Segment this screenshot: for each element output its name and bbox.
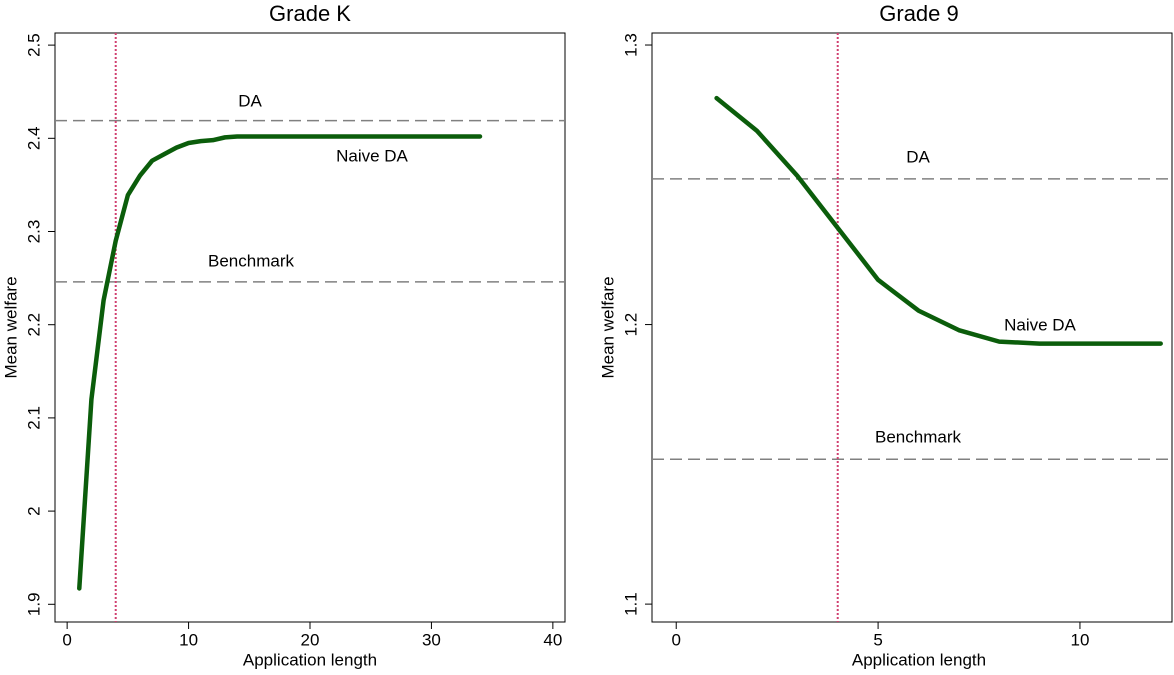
y-axis-label: Mean welfare: [1, 276, 20, 378]
y-tick-label: 1.1: [621, 592, 640, 616]
reference-label: Benchmark: [208, 251, 294, 270]
reference-label: DA: [906, 147, 930, 166]
y-tick-label: 1.9: [24, 592, 43, 616]
x-tick-label: 0: [671, 630, 680, 649]
y-tick-label: 2.4: [24, 126, 43, 150]
y-tick-label: 1.2: [621, 313, 640, 337]
y-tick-label: 2.3: [24, 220, 43, 244]
chart-title: Grade K: [269, 1, 351, 26]
x-tick-label: 0: [62, 630, 71, 649]
x-axis-label: Application length: [243, 650, 377, 669]
y-tick-label: 2.2: [24, 313, 43, 337]
x-tick-label: 30: [422, 630, 441, 649]
data-line: [714, 95, 1163, 346]
series-label: Naive DA: [1004, 315, 1076, 334]
reference-label: DA: [238, 91, 262, 110]
plot-frame: [651, 32, 1173, 623]
y-tick-label: 2.1: [24, 406, 43, 430]
y-tick-label: 1.3: [621, 33, 640, 57]
y-axis-label: Mean welfare: [598, 276, 617, 378]
y-tick-label: 2.5: [24, 33, 43, 57]
reference-label: Benchmark: [875, 427, 961, 446]
x-tick-label: 10: [1070, 630, 1089, 649]
x-tick-label: 40: [543, 630, 562, 649]
x-tick-label: 5: [873, 630, 882, 649]
x-tick-label: 10: [179, 630, 198, 649]
data-line: [77, 134, 483, 591]
x-axis-label: Application length: [852, 650, 986, 669]
x-tick-label: 20: [301, 630, 320, 649]
series-label: Naive DA: [336, 146, 408, 165]
chart-title: Grade 9: [879, 1, 959, 26]
y-tick-label: 2: [24, 506, 43, 515]
